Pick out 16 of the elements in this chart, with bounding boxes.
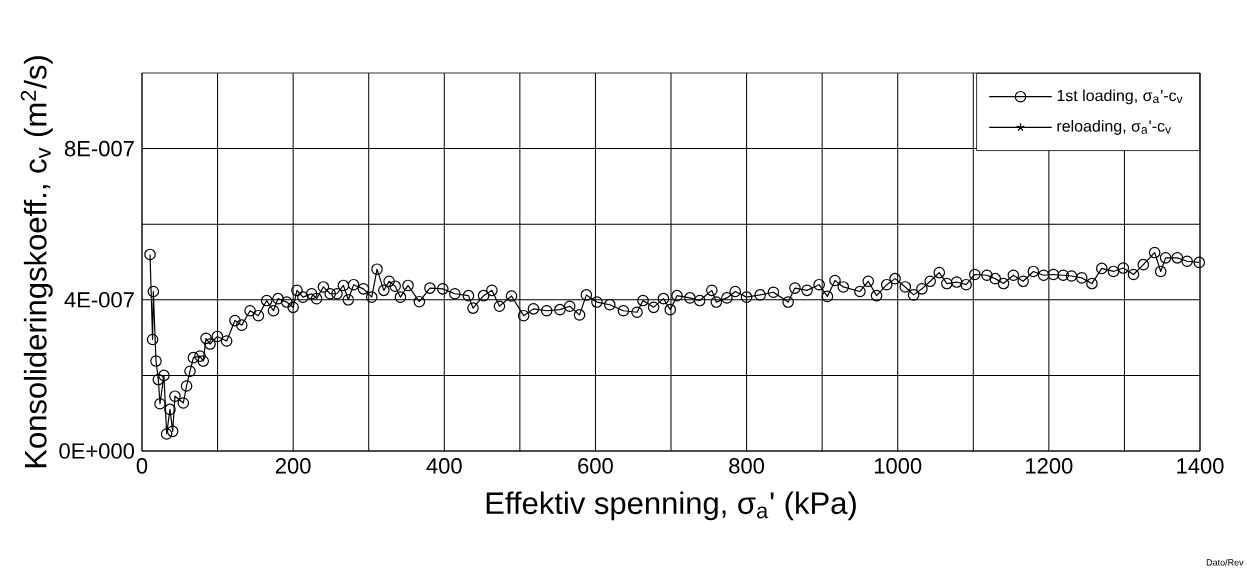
- x-tick-label: 1400: [1177, 458, 1224, 474]
- legend-label: reloading, σ$_{a}$'-c$_{v}$: [1057, 119, 1171, 135]
- x-tick-label: 0: [136, 458, 148, 474]
- x-tick-label: 600: [578, 458, 613, 474]
- x-tick-label: 1000: [874, 458, 922, 474]
- y-axis-title: Konsolideringskoeff., c$_{v}$ (m$^{2}$/s): [20, 56, 53, 468]
- y-tick-label: 0E+000: [59, 443, 135, 459]
- x-tick-label: 1200: [1026, 458, 1073, 474]
- x-tick-label: 800: [729, 458, 765, 474]
- text: Dato/Rev: [1206, 558, 1244, 566]
- x-axis-title: Effektiv spenning, σ$_{a}$' (kPa): [486, 491, 856, 521]
- legend-label: 1st loading, σ$_{a}$'-c$_{v}$: [1057, 89, 1183, 105]
- x-tick-label: 400: [426, 458, 462, 474]
- y-tick-label: 8E-007: [64, 140, 134, 157]
- y-tick-label: 4E-007: [64, 292, 134, 308]
- x-tick-label: 200: [275, 458, 311, 474]
